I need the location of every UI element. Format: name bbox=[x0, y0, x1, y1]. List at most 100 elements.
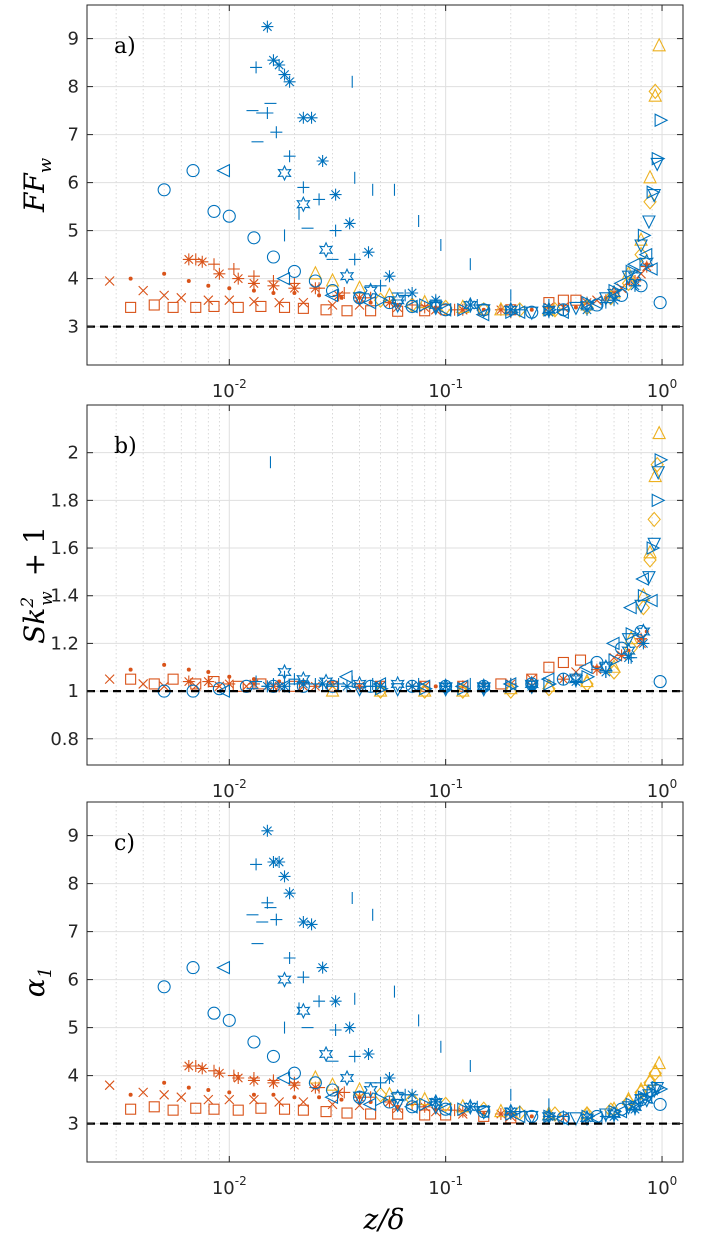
data-point bbox=[167, 301, 179, 313]
data-point bbox=[125, 673, 137, 685]
data-point bbox=[186, 279, 191, 283]
data-point bbox=[475, 307, 490, 322]
y-tick-label: 8 bbox=[68, 874, 79, 895]
data-point bbox=[511, 1109, 526, 1124]
data-point bbox=[569, 301, 583, 316]
data-point bbox=[494, 303, 507, 316]
data-point bbox=[325, 284, 340, 298]
panel-label: b) bbox=[114, 434, 137, 459]
panel-c: 3 4 5 6 7 8 9 10-2 10-1 100 c) α1 bbox=[18, 801, 684, 1199]
data-point bbox=[297, 677, 310, 690]
data-point bbox=[643, 552, 657, 568]
data-point bbox=[128, 667, 133, 672]
data-point bbox=[569, 675, 582, 688]
x-tick-label: 100 bbox=[647, 377, 678, 402]
data-point bbox=[475, 1104, 490, 1119]
y-axis-label: α1 bbox=[18, 967, 56, 997]
data-point bbox=[648, 1065, 662, 1082]
data-point bbox=[247, 270, 260, 283]
data-point bbox=[162, 662, 167, 667]
data-point bbox=[341, 305, 353, 317]
data-point bbox=[271, 1092, 276, 1097]
data-point bbox=[642, 215, 656, 230]
data-point bbox=[416, 679, 431, 694]
data-point bbox=[104, 1080, 115, 1091]
x-tick-label: 100 bbox=[647, 777, 678, 802]
data-point bbox=[588, 1110, 603, 1125]
data-point bbox=[213, 267, 226, 280]
data-point bbox=[329, 188, 342, 201]
y-tick-label: 1 bbox=[68, 681, 79, 702]
data-point bbox=[148, 678, 160, 690]
data-point bbox=[270, 126, 283, 139]
data-point bbox=[504, 303, 517, 316]
data-point bbox=[542, 680, 556, 697]
data-point bbox=[261, 896, 274, 909]
data-point bbox=[182, 253, 195, 266]
data-point bbox=[504, 1105, 517, 1118]
data-point bbox=[437, 302, 452, 317]
data-point bbox=[406, 287, 419, 299]
y-tick-label: 3 bbox=[68, 1114, 79, 1135]
data-point bbox=[247, 231, 261, 245]
data-point bbox=[464, 299, 477, 311]
data-point bbox=[317, 1095, 322, 1100]
data-point bbox=[390, 1088, 405, 1106]
data-point bbox=[287, 1066, 301, 1080]
data-point bbox=[167, 1104, 179, 1116]
data-point bbox=[476, 1106, 491, 1120]
data-point bbox=[637, 637, 650, 650]
data-point bbox=[471, 1100, 484, 1113]
data-point bbox=[159, 681, 170, 692]
data-point bbox=[494, 1103, 508, 1118]
data-point bbox=[276, 1071, 291, 1085]
data-point bbox=[274, 1097, 285, 1107]
data-point bbox=[329, 1024, 342, 1036]
data-point bbox=[580, 1111, 593, 1124]
data-point bbox=[457, 1102, 472, 1117]
data-point bbox=[125, 1103, 137, 1115]
data-point bbox=[648, 468, 663, 483]
x-tick-label: 10-1 bbox=[428, 777, 463, 802]
data-point bbox=[320, 304, 332, 316]
data-point bbox=[652, 1055, 667, 1070]
data-point bbox=[148, 299, 160, 311]
data-point bbox=[227, 1090, 232, 1095]
data-point bbox=[267, 677, 280, 690]
data-point bbox=[578, 660, 593, 675]
data-point bbox=[613, 1104, 628, 1119]
data-point bbox=[216, 960, 231, 975]
data-point bbox=[526, 674, 537, 685]
x-tick-label: 10-2 bbox=[212, 777, 247, 802]
data-point bbox=[250, 61, 263, 74]
series-blue-right bbox=[374, 452, 669, 696]
data-point bbox=[297, 916, 310, 928]
y-tick-label: 1.4 bbox=[50, 586, 79, 607]
data-point bbox=[581, 669, 596, 684]
data-point bbox=[390, 1098, 405, 1113]
data-point bbox=[476, 678, 491, 695]
data-point bbox=[162, 271, 167, 276]
data-point bbox=[569, 1112, 583, 1127]
data-point bbox=[557, 1110, 570, 1123]
y-tick-label: 0.8 bbox=[50, 729, 79, 750]
data-point bbox=[208, 1064, 221, 1077]
data-point bbox=[273, 59, 286, 71]
data-point bbox=[390, 683, 405, 697]
data-point bbox=[548, 1106, 562, 1122]
data-point bbox=[570, 294, 582, 306]
series-blue-vline bbox=[269, 456, 564, 690]
data-point bbox=[650, 157, 665, 172]
data-point bbox=[604, 289, 618, 306]
data-point bbox=[318, 1045, 334, 1063]
data-point bbox=[222, 209, 236, 223]
data-point bbox=[223, 677, 236, 690]
data-point bbox=[266, 1049, 280, 1063]
data-point bbox=[232, 1072, 245, 1084]
y-tick-label: 8 bbox=[68, 77, 79, 98]
axes-box bbox=[86, 404, 684, 766]
series-orange-dot bbox=[128, 1080, 534, 1119]
y-tick-label: 7 bbox=[68, 125, 79, 146]
data-point bbox=[524, 1110, 539, 1125]
